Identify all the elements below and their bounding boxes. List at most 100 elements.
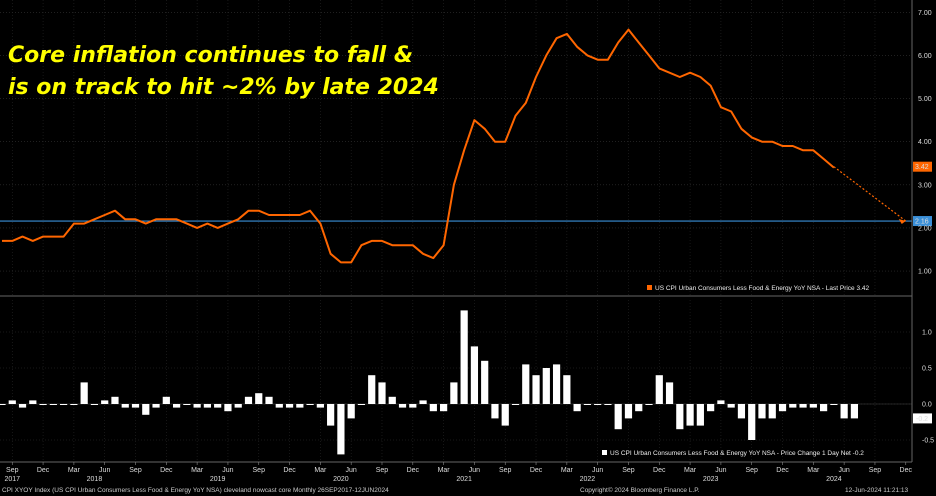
x-year-tick-label: 2023 (703, 476, 719, 483)
x-month-tick-label: Jun (838, 467, 849, 474)
x-month-tick-label: Dec (653, 467, 666, 474)
change-bar (409, 404, 417, 408)
x-month-tick-label: Sep (499, 467, 512, 474)
x-year-tick-label: 2021 (456, 476, 472, 483)
axes-group: 1.00 2.00 3.00 4.00 5.00 6.00 7.00 1.0 0.5 0.0 -0.… (0, 0, 934, 483)
change-bar (665, 382, 674, 404)
x-year-tick-label: 2020 (333, 476, 349, 483)
bottom-legend-swatch (602, 450, 607, 455)
last-value-label: 3.42 (915, 164, 929, 171)
x-month-tick-label: Mar (807, 467, 820, 474)
change-bar (614, 404, 622, 430)
change-bar (296, 404, 304, 408)
change-bar (635, 404, 643, 412)
change-bar (90, 404, 99, 405)
top-y-tick-label: 4.00 (918, 139, 932, 146)
change-bar (799, 404, 807, 408)
change-bar (460, 310, 468, 404)
projection-arrowhead (898, 219, 906, 225)
change-bar (316, 404, 324, 408)
last-value-badge (913, 161, 932, 172)
change-bar (655, 375, 663, 404)
change-bar (676, 404, 684, 430)
change-bar (398, 404, 407, 408)
bottom-legend: US CPI Urban Consumers Less Food & Energ… (602, 450, 864, 457)
footer-source: CPI XYOY Index (US CPI Urban Consumers L… (2, 487, 389, 494)
x-month-tick-label: Mar (314, 467, 327, 474)
change-bar (368, 375, 376, 404)
x-month-tick-label: Jun (469, 467, 480, 474)
x-month-tick-label: Sep (6, 467, 19, 474)
bottom-y-tick-label: 1.0 (922, 330, 932, 337)
change-bar (737, 404, 746, 419)
change-bar (357, 404, 366, 405)
change-bar (327, 404, 335, 426)
x-month-tick-label: Jun (592, 467, 603, 474)
change-bar (162, 396, 170, 404)
change-bar (265, 396, 273, 404)
x-month-tick-label: Jun (222, 467, 233, 474)
bottom-legend-label: US CPI Urban Consumers Less Food & Energ… (610, 450, 864, 457)
x-month-tick-label: Sep (745, 467, 758, 474)
change-bar (337, 404, 345, 455)
change-bar (768, 404, 776, 419)
x-month-tick-label: Jun (346, 467, 357, 474)
change-bar (111, 396, 119, 404)
change-bar (748, 404, 756, 440)
x-month-tick-label: Sep (129, 467, 142, 474)
change-bar (707, 404, 715, 412)
x-month-tick-label: Jun (99, 467, 110, 474)
change-bar (203, 404, 211, 408)
change-bar (594, 404, 602, 405)
change-bar (142, 404, 150, 415)
change-bar (440, 404, 448, 412)
change-bar (696, 404, 704, 426)
x-month-tick-label: Dec (530, 467, 543, 474)
footer-timestamp: 12-Jun-2024 11:21:13 (845, 487, 909, 494)
bar-last-value-label: -0.2 (916, 416, 928, 423)
change-bar (429, 404, 437, 412)
x-month-tick-label: Mar (561, 467, 574, 474)
change-bar (419, 400, 427, 404)
x-month-tick-label: Dec (776, 467, 789, 474)
change-bar (717, 400, 725, 404)
chart-title-line-1: Core inflation continues to fall & (8, 43, 413, 68)
change-bar (224, 404, 232, 412)
line-series-group: 3.42 (1, 28, 932, 264)
change-bar (645, 404, 653, 405)
change-bar (573, 404, 581, 412)
x-year-tick-label: 2017 (4, 476, 20, 483)
change-bar (18, 404, 27, 408)
change-bar (234, 404, 242, 408)
change-bar (552, 364, 561, 404)
change-bar (481, 360, 489, 404)
top-y-tick-label: 6.00 (918, 53, 932, 60)
change-bar (214, 404, 222, 408)
change-bar (830, 404, 838, 405)
core-cpi-line (2, 28, 835, 264)
bottom-y-tick-label: -0.5 (922, 438, 934, 445)
top-y-tick-label: 2.00 (918, 225, 932, 232)
change-bar (604, 404, 612, 405)
top-y-tick-label: 3.00 (918, 182, 932, 189)
bottom-y-tick-label: 0.0 (922, 402, 932, 409)
change-bar (501, 404, 509, 426)
x-month-tick-label: Mar (438, 467, 451, 474)
top-legend-label: US CPI Urban Consumers Less Food & Energ… (655, 285, 870, 292)
change-bar (101, 400, 109, 404)
x-year-tick-label: 2024 (826, 476, 842, 483)
change-bar (275, 404, 283, 408)
change-bar (29, 400, 37, 404)
change-bar (758, 404, 766, 419)
change-bar (727, 404, 735, 408)
change-bar (542, 368, 550, 404)
x-month-tick-label: Dec (283, 467, 296, 474)
change-bar (850, 404, 859, 419)
change-bar (583, 404, 591, 405)
change-bar (172, 404, 181, 408)
change-bar (563, 375, 571, 404)
change-bar (49, 404, 57, 405)
chart-title-line-2: is on track to hit ~2% by late 2024 (8, 75, 439, 100)
reference-value-badge (913, 216, 932, 227)
